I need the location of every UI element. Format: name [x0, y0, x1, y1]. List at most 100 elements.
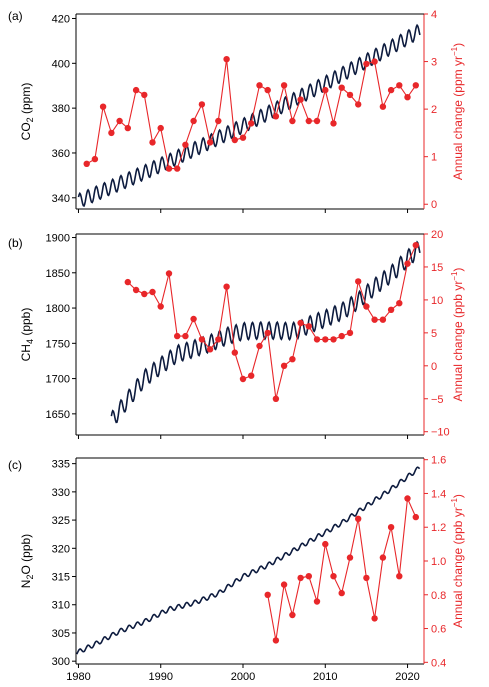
annual-change-point [264, 329, 271, 337]
annual-change-point [322, 540, 329, 548]
annual-change-point [330, 120, 337, 127]
annual-change-point [379, 103, 387, 110]
concentration-series-line [76, 466, 421, 655]
panel-c-n2o: (c) 300 305 310 315 320 325 330 335 0.4 0.6 0.8 1.0 1… [8, 455, 465, 683]
x-tick-label: 2010 [313, 671, 337, 683]
annual-change-point [256, 342, 263, 350]
panel-label: (b) [8, 236, 23, 250]
annual-change-point [305, 573, 312, 580]
annual-change-point [149, 288, 156, 296]
annual-change-point [404, 260, 411, 267]
annual-change-point [355, 101, 362, 108]
annual-change-point [346, 329, 354, 337]
annual-change-point [363, 574, 370, 582]
x-tick-label: 1990 [148, 671, 172, 683]
left-tick-label: 1800 [46, 303, 70, 315]
annual-change-point [215, 117, 222, 125]
annual-change-point [346, 554, 354, 561]
annual-change-point [404, 94, 411, 101]
left-axis-label: N2O (ppb) [19, 534, 35, 588]
annual-change-point [297, 96, 304, 103]
left-tick-label: 305 [52, 628, 70, 640]
panel-a-co2: (a) 340 360 380 400 420 0 1 2 3 4 CO2 (ppm) Annual c… [8, 9, 465, 213]
annual-change-point [248, 120, 255, 127]
left-tick-label: 360 [52, 148, 70, 160]
annual-change-point [338, 589, 345, 597]
annual-change-point [116, 117, 123, 125]
annual-change-point [322, 86, 329, 94]
annual-change-point [248, 372, 255, 379]
left-tick-label: 310 [52, 600, 70, 612]
annual-change-point [99, 103, 107, 110]
annual-change-point [322, 336, 329, 343]
annual-change-point [132, 86, 140, 94]
left-tick-label: 325 [52, 515, 70, 527]
left-tick-label: 340 [52, 193, 70, 205]
annual-change-point [280, 581, 288, 588]
annual-change-point [379, 316, 387, 323]
annual-change-point [149, 139, 156, 146]
left-tick-label: 335 [52, 459, 70, 471]
right-tick-label: 20 [431, 229, 443, 241]
annual-change-point [124, 278, 131, 286]
annual-change-point [297, 319, 304, 327]
right-axis-label: Annual change (ppb yr−1) [450, 268, 465, 402]
annual-change-line [267, 496, 417, 641]
annual-change-point [206, 346, 214, 353]
concentration-series-line [77, 23, 421, 208]
right-tick-label: 1.4 [431, 488, 446, 500]
annual-change-point [338, 84, 345, 91]
annual-change-point [108, 129, 115, 137]
annual-change-point [83, 160, 90, 167]
annual-change-point [223, 56, 230, 63]
annual-change-point [215, 336, 222, 343]
annual-change-point [165, 270, 173, 277]
annual-change-point [182, 141, 189, 148]
annual-change-point [272, 637, 280, 644]
left-tick-label: 315 [52, 572, 70, 584]
left-tick-label: 1750 [46, 338, 70, 350]
right-tick-label: 0.8 [431, 590, 446, 602]
annual-change-point [280, 82, 288, 89]
left-tick-label: 1650 [46, 409, 70, 421]
annual-change-point [141, 91, 148, 99]
annual-change-point [387, 524, 395, 531]
annual-change-point [91, 155, 99, 163]
annual-change-point [313, 598, 321, 605]
annual-change-point [264, 86, 271, 94]
annual-change-point [124, 124, 131, 132]
right-tick-label: 15 [431, 262, 443, 274]
right-tick-label: 10 [431, 295, 443, 307]
left-tick-label: 320 [52, 543, 70, 555]
annual-change-point [371, 316, 378, 323]
panel-label: (c) [8, 458, 22, 472]
annual-change-point [355, 278, 362, 285]
annual-change-point [338, 332, 345, 340]
annual-change-point [272, 113, 280, 120]
annual-change-point [174, 165, 181, 172]
annual-change-point [239, 375, 247, 383]
annual-change-point [371, 58, 378, 65]
right-tick-label: 3 [431, 57, 437, 69]
annual-change-point [404, 495, 411, 502]
annual-change-point [157, 124, 164, 132]
annual-change-point [396, 300, 403, 307]
annual-change-point [379, 554, 387, 561]
annual-change-point [412, 513, 419, 521]
right-tick-label: 0 [431, 199, 437, 211]
right-tick-label: 1.6 [431, 455, 446, 467]
right-tick-label: 0 [431, 361, 437, 373]
right-axis-label: Annual change (ppm yr−1) [450, 43, 465, 180]
annual-change-point [132, 286, 140, 294]
annual-change-point [412, 242, 419, 249]
annual-change-point [198, 336, 206, 343]
annual-change-point [239, 134, 247, 141]
right-tick-label: −10 [431, 427, 450, 439]
annual-change-point [305, 323, 312, 330]
annual-change-point [190, 315, 197, 323]
right-tick-label: 1 [431, 152, 437, 164]
annual-change-point [330, 573, 337, 580]
annual-change-point [289, 611, 296, 619]
right-tick-label: 1.2 [431, 522, 446, 534]
